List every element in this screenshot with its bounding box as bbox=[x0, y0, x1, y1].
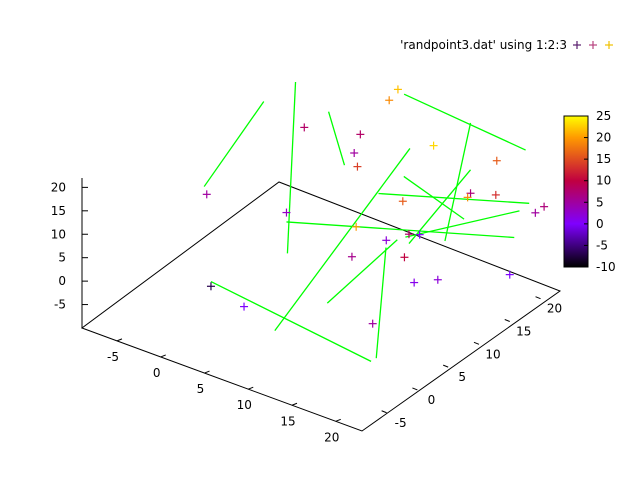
segment-line bbox=[286, 81, 297, 254]
colorbox: -10 -5 0 5 10 15 20 25 bbox=[563, 109, 616, 274]
colorbox-tick-label: 15 bbox=[596, 152, 611, 166]
y-tick-label: -5 bbox=[395, 416, 407, 430]
data-point bbox=[505, 270, 514, 279]
data-point bbox=[491, 190, 500, 199]
data-point bbox=[398, 197, 407, 206]
x-tick-mark bbox=[248, 386, 254, 390]
legend-sample-marker bbox=[589, 41, 597, 49]
z-tick-label: 15 bbox=[51, 204, 66, 218]
x-tick-label: 0 bbox=[153, 366, 161, 380]
y-tick-label: 15 bbox=[516, 325, 531, 339]
z-tick-label: 20 bbox=[51, 180, 66, 194]
points-layer bbox=[202, 85, 549, 328]
colorbox-tick-label: 10 bbox=[596, 174, 611, 188]
x-tick-mark bbox=[291, 402, 298, 406]
colorbox-gradient bbox=[563, 115, 589, 268]
data-point bbox=[353, 162, 362, 171]
data-point bbox=[300, 123, 309, 132]
colorbox-tick-label: 20 bbox=[596, 131, 611, 145]
legend-label: 'randpoint3.dat' using 1:2:3 bbox=[400, 38, 567, 52]
data-point bbox=[202, 190, 211, 199]
x-tick-label: 20 bbox=[324, 430, 339, 444]
z-tick-label: -5 bbox=[54, 298, 66, 312]
z-tick-label: 10 bbox=[51, 227, 66, 241]
data-point bbox=[356, 130, 365, 139]
data-point bbox=[206, 282, 215, 291]
data-point bbox=[463, 193, 472, 202]
data-point bbox=[393, 85, 402, 94]
y-tick-mark bbox=[473, 341, 480, 345]
data-point bbox=[492, 156, 501, 165]
data-point bbox=[240, 302, 249, 311]
segment-line bbox=[203, 101, 265, 187]
data-point bbox=[385, 96, 394, 105]
segment-line bbox=[403, 175, 465, 220]
colorbox-tick-label: 5 bbox=[596, 195, 604, 209]
data-point bbox=[531, 208, 540, 217]
y-axis-ticks: -5 0 5 10 15 20 bbox=[381, 296, 562, 430]
x-axis-ticks: -5 0 5 10 15 20 bbox=[107, 338, 341, 444]
data-point bbox=[382, 236, 391, 245]
data-point bbox=[410, 278, 419, 287]
data-point bbox=[400, 253, 409, 262]
y-tick-label: 10 bbox=[485, 347, 500, 361]
data-point bbox=[352, 222, 361, 231]
legend-sample-marker bbox=[573, 41, 581, 49]
data-point bbox=[433, 275, 442, 284]
x-tick-mark bbox=[335, 418, 341, 422]
x-tick-mark bbox=[204, 370, 210, 374]
segment-line bbox=[405, 210, 520, 238]
z-tick-label: 0 bbox=[58, 274, 66, 288]
y-tick-mark bbox=[535, 296, 541, 300]
data-point bbox=[347, 252, 356, 261]
x-tick-label: -5 bbox=[107, 350, 119, 364]
segment-line bbox=[327, 111, 346, 166]
data-point bbox=[415, 230, 424, 239]
data-point bbox=[429, 141, 438, 150]
segment-line bbox=[444, 122, 472, 242]
y-tick-mark bbox=[504, 319, 510, 322]
y-tick-label: 5 bbox=[458, 370, 466, 384]
data-point bbox=[350, 149, 359, 157]
legend: 'randpoint3.dat' using 1:2:3 bbox=[400, 38, 613, 52]
segment-line bbox=[403, 93, 526, 151]
segment-line bbox=[375, 247, 387, 359]
z-axis: -5 0 5 10 15 20 bbox=[51, 178, 88, 328]
z-tick-label: 5 bbox=[58, 251, 66, 265]
segment-line bbox=[210, 281, 372, 362]
segment-line bbox=[274, 148, 411, 332]
legend-sample-marker bbox=[605, 41, 613, 49]
y-tick-mark bbox=[412, 387, 418, 391]
x-tick-label: 10 bbox=[237, 398, 252, 412]
data-point bbox=[282, 208, 291, 217]
colorbox-tick-label: 0 bbox=[596, 217, 604, 231]
y-tick-label: 0 bbox=[428, 393, 436, 407]
x-tick-mark bbox=[160, 354, 166, 358]
data-point bbox=[466, 189, 475, 198]
x-tick-label: 15 bbox=[280, 414, 295, 428]
x-tick-mark bbox=[116, 338, 123, 342]
segment-line bbox=[286, 221, 515, 239]
colorbox-tick-label: -10 bbox=[596, 260, 616, 274]
colorbox-tick-label: -5 bbox=[596, 238, 608, 252]
data-point bbox=[368, 319, 377, 328]
data-point bbox=[540, 202, 549, 211]
y-tick-mark bbox=[381, 410, 387, 414]
y-tick-label: 20 bbox=[547, 302, 562, 316]
data-point bbox=[404, 230, 413, 239]
x-tick-label: 5 bbox=[197, 382, 205, 396]
segments-layer bbox=[203, 81, 530, 362]
y-tick-mark bbox=[443, 364, 449, 368]
base-plane-outline bbox=[80, 181, 562, 432]
base-plane bbox=[80, 181, 562, 432]
segment-line bbox=[326, 239, 398, 304]
colorbox-tick-label: 25 bbox=[596, 109, 611, 123]
